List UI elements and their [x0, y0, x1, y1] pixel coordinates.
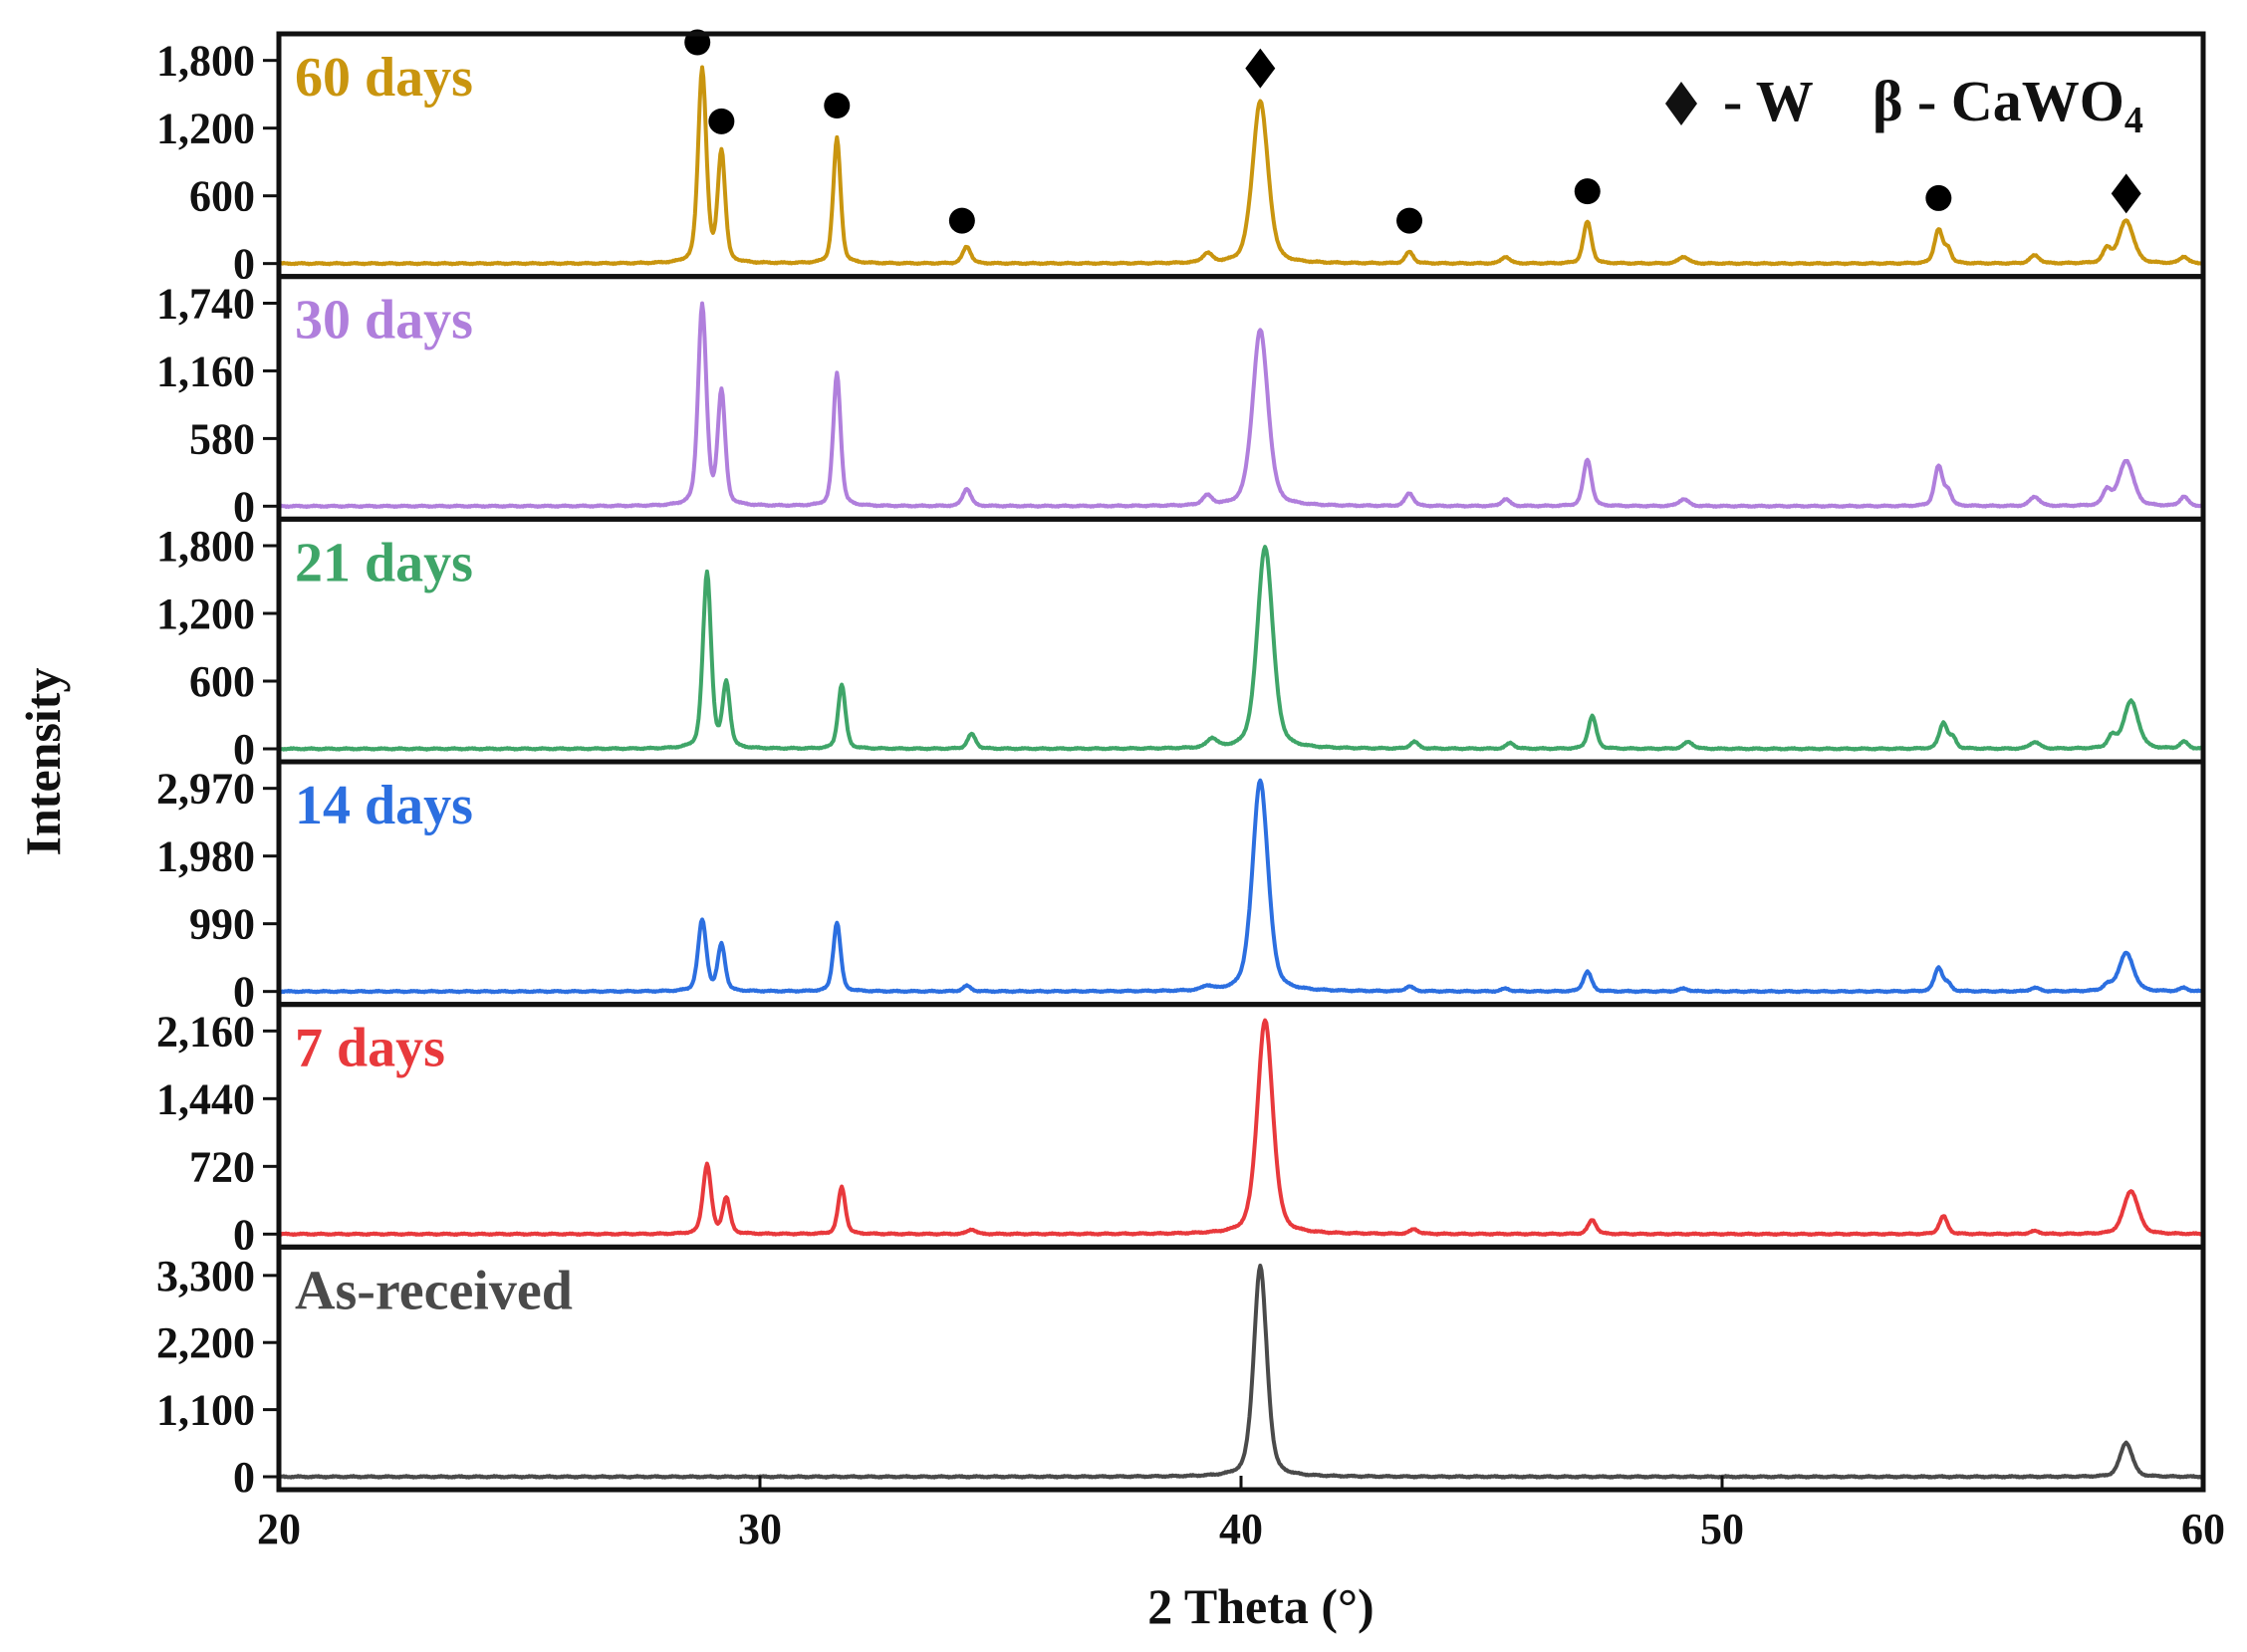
series-line-21-days: [277, 545, 2204, 752]
legend-cawo4-label: β - CaWO4: [1872, 69, 2143, 141]
panel-label-as-received: As-received: [295, 1260, 573, 1321]
legend: - W β - CaWO4: [1665, 69, 2143, 141]
legend-cawo4-text: β - CaWO: [1872, 69, 2124, 133]
panel-label-7-days: 7 days: [295, 1018, 445, 1079]
y-tick-label: 600: [189, 172, 255, 221]
y-tick-label: 990: [189, 900, 255, 949]
y-tick-label: 1,980: [156, 832, 255, 881]
x-tick-label: 40: [1219, 1505, 1263, 1553]
series-line-as-received: [277, 1264, 2204, 1480]
panel-7-days: 0 720 1,440 2,160 7 days: [156, 1002, 2206, 1259]
x-tick-label: 50: [1700, 1505, 1744, 1553]
series-line-7-days: [277, 1018, 2205, 1238]
y-tick-label: 0: [233, 240, 255, 289]
panel-label-21-days: 21 days: [295, 532, 473, 593]
legend-cawo4-subscript: 4: [2124, 100, 2143, 141]
legend-diamond-icon: [1665, 82, 1697, 125]
x-axis: 20 30 40 50 60: [257, 1476, 2225, 1553]
panel-label-60-days: 60 days: [295, 47, 473, 109]
y-tick-label: 1,800: [156, 37, 255, 86]
cawo4-marker-icon: [948, 207, 975, 234]
x-tick-label: 60: [2181, 1505, 2225, 1553]
y-tick-label: 1,200: [156, 105, 255, 153]
y-tick-label: 3,300: [156, 1252, 255, 1300]
x-axis-title: 2 Theta (°): [1147, 1578, 1373, 1634]
cawo4-marker-icon: [824, 93, 851, 118]
y-tick-label: 1,200: [156, 590, 255, 638]
cawo4-marker-icon: [1925, 184, 1952, 211]
y-tick-label: 2,160: [156, 1007, 255, 1056]
y-tick-label: 2,200: [156, 1318, 255, 1367]
y-tick-label: 2,970: [156, 765, 255, 814]
tungsten-marker-icon: [1245, 48, 1276, 89]
y-tick-label: 0: [233, 1453, 255, 1502]
y-tick-label: 600: [189, 657, 255, 706]
y-tick-label: 1,440: [156, 1074, 255, 1123]
series-line-30-days: [277, 301, 2205, 510]
y-tick-label: 1,160: [156, 347, 255, 395]
y-tick-label: 1,740: [156, 280, 255, 329]
y-tick-label: 0: [233, 968, 255, 1017]
cawo4-marker-icon: [1396, 207, 1423, 234]
y-tick-label: 0: [233, 482, 255, 531]
cawo4-marker-icon: [1574, 178, 1601, 205]
panel-label-14-days: 14 days: [295, 775, 473, 836]
y-tick-label: 0: [233, 725, 255, 774]
panel-label-30-days: 30 days: [295, 290, 473, 352]
x-tick-label: 30: [738, 1505, 782, 1553]
y-tick-label: 720: [189, 1142, 255, 1191]
y-tick-label: 1,800: [156, 522, 255, 571]
cawo4-marker-icon: [708, 108, 735, 134]
series-line-60-days: [278, 65, 2205, 267]
y-tick-label: 580: [189, 414, 255, 463]
panel-30-days: 0 580 1,160 1,740 30 days: [156, 274, 2206, 531]
tungsten-marker-icon: [2111, 173, 2141, 214]
y-tick-label: 0: [233, 1210, 255, 1259]
y-axis-title: Intensity: [15, 668, 71, 856]
y-tick-label: 1,100: [156, 1386, 255, 1435]
series-line-14-days: [278, 778, 2205, 995]
legend-w-label: - W: [1723, 69, 1814, 133]
x-tick-label: 20: [257, 1505, 301, 1553]
